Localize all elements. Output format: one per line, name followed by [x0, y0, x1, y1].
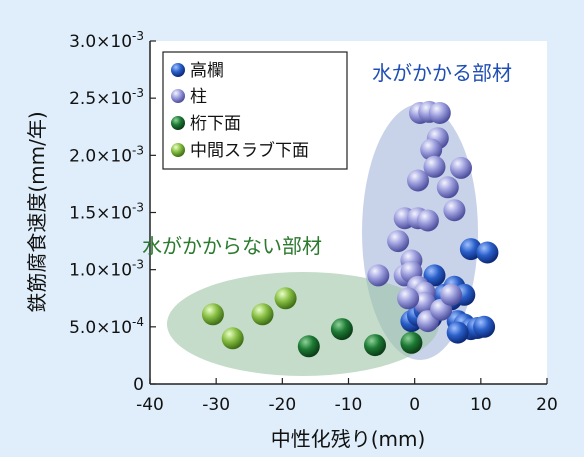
y-tick-label: 2.0×10-3: [69, 143, 144, 166]
data-point: [221, 327, 244, 350]
x-tick-label: -40: [136, 395, 164, 415]
y-tick-label: 1.0×10-3: [69, 258, 144, 281]
legend-label-column: 柱: [190, 87, 207, 107]
data-point: [387, 230, 410, 253]
data-point: [297, 335, 320, 358]
data-point: [450, 156, 472, 179]
dry-region-label: 水がかからない部材: [142, 234, 322, 258]
x-tick-label: 10: [470, 395, 492, 415]
data-point: [274, 287, 297, 310]
y-tick-label: 0: [133, 375, 144, 395]
legend-label-girder: 桁下面: [190, 114, 241, 134]
data-point: [459, 238, 482, 261]
data-point: [413, 291, 436, 314]
legend-marker-slab: [171, 143, 185, 157]
data-point: [364, 334, 386, 357]
data-point: [330, 318, 353, 341]
data-point: [201, 303, 224, 326]
data-point: [397, 287, 420, 310]
data-point: [440, 283, 463, 306]
data-point: [367, 264, 390, 287]
legend-label-koran: 高欄: [190, 61, 224, 81]
axis-ticks: -40 -30 -20 -10 0 10 20 0 5.0×10-4 1.0×10-3 1.5×10…: [69, 29, 558, 415]
data-point: [420, 138, 443, 161]
y-axis-title: 鉄筋腐食速度(mm/年): [25, 111, 49, 312]
data-point: [473, 315, 496, 338]
legend-marker-column: [171, 89, 185, 103]
y-tick-label: 3.0×10-3: [69, 29, 144, 52]
data-point: [416, 209, 439, 232]
data-point: [446, 321, 469, 344]
y-tick-label: 5.0×10-4: [69, 315, 144, 338]
y-tick-label: 1.5×10-3: [69, 201, 144, 224]
y-tick-label: 2.5×10-3: [69, 86, 144, 109]
x-tick-label: 20: [536, 395, 558, 415]
data-point: [443, 199, 466, 222]
legend-marker-girder: [171, 116, 185, 130]
wet-region-label: 水がかかる部材: [372, 61, 512, 85]
x-axis-title: 中性化残り(mm): [271, 427, 426, 451]
legend-marker-koran: [171, 63, 185, 77]
x-tick-label: -20: [268, 395, 296, 415]
data-point: [423, 155, 446, 178]
x-tick-label: -10: [335, 395, 363, 415]
legend-label-slab: 中間スラブ下面: [190, 140, 309, 161]
data-point: [251, 303, 274, 326]
x-tick-label: 0: [409, 395, 420, 415]
data-point: [407, 169, 429, 192]
data-point: [436, 176, 459, 199]
x-tick-label: -30: [202, 395, 230, 415]
data-point: [476, 241, 499, 264]
legend: 高欄 柱 桁下面 中間スラブ下面: [162, 51, 348, 170]
data-point: [428, 102, 451, 124]
data-points: [201, 100, 499, 358]
data-point: [423, 264, 446, 287]
legend-box: [162, 51, 348, 170]
data-point: [400, 331, 423, 354]
